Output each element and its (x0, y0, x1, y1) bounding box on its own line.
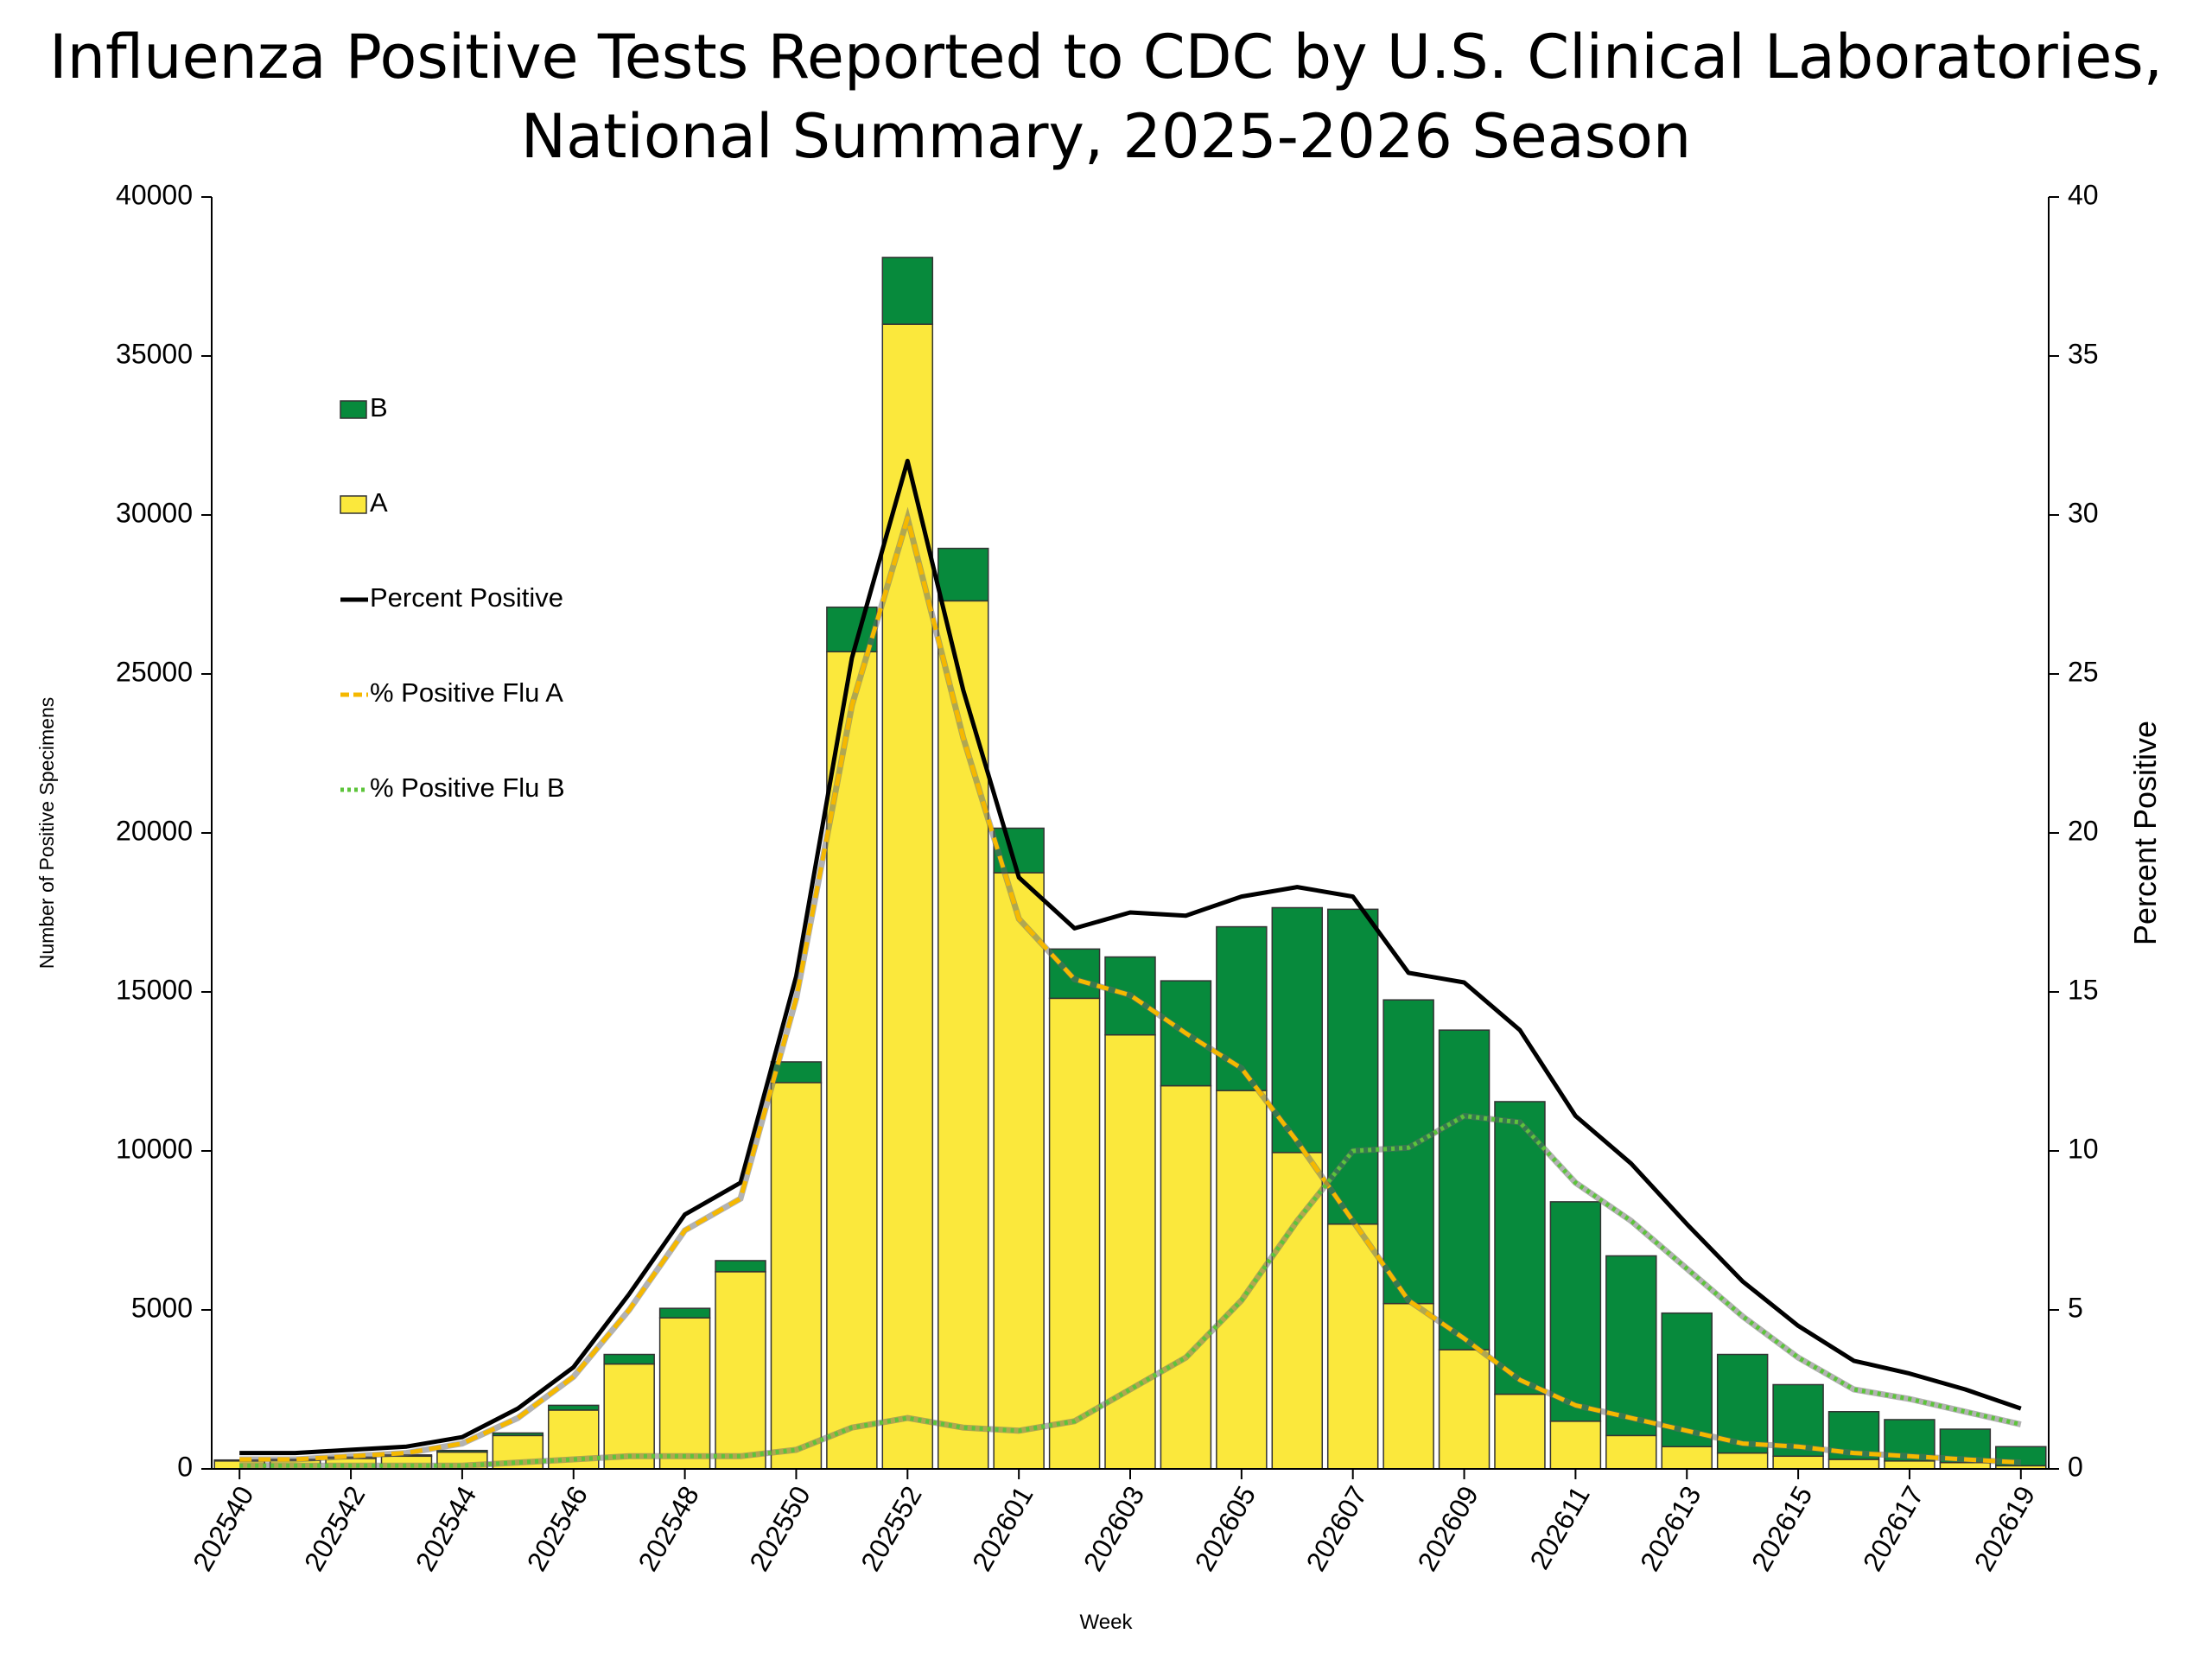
bar (1438, 1349, 1491, 1470)
bar (1160, 1084, 1212, 1470)
bar (1216, 925, 1268, 1091)
legend-swatch (340, 495, 367, 514)
bar (1661, 1446, 1713, 1470)
bar (658, 1307, 711, 1319)
y-tick-label: 0 (177, 1451, 193, 1482)
bar (548, 1404, 600, 1411)
bar (1494, 1101, 1546, 1395)
x-tick-label: 202552 (855, 1481, 928, 1576)
bar (1939, 1461, 1992, 1470)
bar (658, 1317, 711, 1470)
y-tick-label: 15000 (116, 974, 193, 1005)
y2-tick-label: 15 (2068, 974, 2099, 1005)
chart-title: National Summary, 2025-2026 Season (521, 101, 1692, 172)
y-tick-label: 10000 (116, 1133, 193, 1164)
legend-label: % Positive Flu A (370, 677, 563, 708)
line (239, 1114, 2022, 1468)
bar (1716, 1452, 1769, 1470)
bar (1048, 997, 1101, 1470)
bar (1549, 1421, 1602, 1470)
bar (1884, 1460, 1936, 1470)
bar (603, 1363, 655, 1470)
line (239, 458, 2022, 1456)
bar (1438, 1029, 1491, 1351)
y2-tick-label: 35 (2068, 338, 2099, 369)
line (239, 516, 2021, 1465)
x-tick-label: 202615 (1745, 1481, 1819, 1576)
bar (1605, 1434, 1657, 1470)
x-tick-label: 202607 (1300, 1481, 1374, 1576)
x-tick-label: 202609 (1411, 1481, 1484, 1576)
bar (1827, 1459, 1880, 1470)
chart-title: Influenza Positive Tests Reported to CDC… (49, 22, 2163, 92)
bar (715, 1260, 766, 1273)
bar (1605, 1255, 1657, 1437)
y2-tick-label: 40 (2068, 179, 2099, 210)
x-axis-title: Week (1080, 1611, 1134, 1634)
bar (937, 547, 989, 602)
bar (603, 1353, 655, 1365)
bar (1271, 906, 1324, 1154)
bar (881, 323, 934, 1470)
x-tick-label: 202550 (743, 1481, 817, 1576)
y-axis-title: Number of Positive Specimens (35, 697, 58, 969)
y-tick-label: 40000 (116, 179, 193, 210)
y-tick-label: 25000 (116, 656, 193, 687)
x-tick-label: 202613 (1634, 1481, 1707, 1576)
x-tick-label: 202611 (1523, 1481, 1595, 1574)
x-tick-label: 202546 (521, 1481, 594, 1576)
bar (1271, 1152, 1324, 1470)
y2-axis-title: Percent Positive (2127, 721, 2163, 945)
bar (1104, 1033, 1156, 1470)
y-tick-label: 20000 (116, 815, 193, 846)
y-tick-label: 35000 (116, 338, 193, 369)
bar (1382, 1302, 1434, 1470)
bar (1772, 1455, 1824, 1470)
bar (715, 1271, 766, 1470)
y-tick-label: 5000 (131, 1292, 193, 1323)
x-tick-label: 202619 (1968, 1481, 2042, 1576)
bar (881, 257, 934, 325)
x-tick-label: 202542 (298, 1481, 372, 1576)
legend-label: B (370, 392, 388, 423)
legend-label: % Positive Flu B (370, 772, 565, 803)
x-tick-label: 202605 (1189, 1481, 1262, 1576)
bar (770, 1082, 823, 1470)
x-tick-label: 202601 (966, 1481, 1039, 1576)
bar (993, 872, 1045, 1470)
bar (1494, 1393, 1546, 1470)
legend-label: A (370, 487, 388, 518)
y2-tick-label: 30 (2068, 497, 2099, 528)
bar (436, 1449, 488, 1453)
bar (492, 1432, 544, 1437)
x-tick-label: 202617 (1857, 1481, 1930, 1576)
bar (1549, 1201, 1602, 1422)
x-tick-label: 202603 (1077, 1481, 1151, 1576)
bar (1382, 999, 1434, 1305)
y-tick-label: 30000 (116, 497, 193, 528)
x-tick-label: 202540 (187, 1481, 260, 1576)
y2-tick-label: 0 (2068, 1451, 2083, 1482)
bar (826, 651, 878, 1470)
y2-tick-label: 20 (2068, 815, 2099, 846)
bar (1326, 1223, 1379, 1470)
y2-tick-label: 10 (2068, 1133, 2099, 1164)
y2-tick-label: 25 (2068, 656, 2099, 687)
x-tick-label: 202544 (410, 1481, 483, 1576)
y2-tick-label: 5 (2068, 1292, 2083, 1323)
legend-label: Percent Positive (370, 582, 563, 613)
x-tick-label: 202548 (632, 1481, 705, 1576)
legend-swatch (340, 400, 367, 419)
